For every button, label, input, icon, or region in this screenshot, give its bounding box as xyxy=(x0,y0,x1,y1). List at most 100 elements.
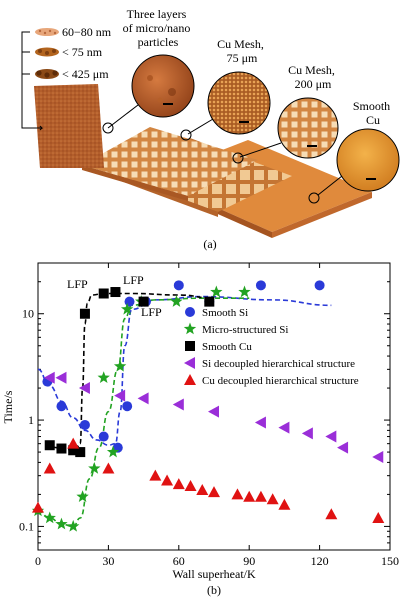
data-point xyxy=(110,287,121,298)
data-point xyxy=(204,296,215,307)
data-point xyxy=(254,416,266,429)
data-point xyxy=(278,421,290,434)
data-point xyxy=(55,517,68,530)
data-point xyxy=(44,440,55,451)
particle-swatch-medium xyxy=(35,47,59,57)
data-points xyxy=(31,280,385,532)
x-tick-label: 120 xyxy=(311,554,329,568)
x-tick-label: 150 xyxy=(381,554,399,568)
smooth-cu-label: Smooth Cu xyxy=(353,99,393,127)
mesh-75um-layer xyxy=(82,127,258,201)
data-point xyxy=(208,486,220,498)
data-point xyxy=(137,392,149,405)
data-point xyxy=(278,498,291,510)
surface-illustration: 60−80 nm < 75 nm < 425 μm Three layers o… xyxy=(21,7,400,251)
x-tick-label: 30 xyxy=(102,554,114,568)
data-point xyxy=(301,427,313,440)
mesh-75-label: Cu Mesh, 75 μm xyxy=(217,37,267,65)
data-point xyxy=(56,401,67,412)
data-point xyxy=(372,450,384,463)
data-point xyxy=(196,483,209,495)
data-point xyxy=(43,371,55,384)
x-axis-label: Wall superheat/K xyxy=(172,567,256,581)
data-point xyxy=(184,479,197,491)
legend: Smooth Si Micro-structured Si Smooth Cu Si … xyxy=(183,307,359,387)
legend-marker xyxy=(184,357,195,369)
zoom-mesh-200 xyxy=(232,97,339,164)
legend-marker xyxy=(185,341,195,351)
data-point xyxy=(98,431,109,442)
data-point xyxy=(43,462,56,474)
data-point xyxy=(56,443,67,454)
x-tick-label: 90 xyxy=(243,554,255,568)
y-tick-label: 0.1 xyxy=(19,519,34,533)
data-point xyxy=(79,308,90,319)
legend-label: Smooth Cu xyxy=(202,341,252,353)
data-point xyxy=(120,302,134,315)
data-point xyxy=(314,280,325,291)
legend-marker xyxy=(184,374,196,385)
particle-size-2: < 75 nm xyxy=(62,45,103,59)
zoom-mesh-75 xyxy=(180,71,271,141)
lfp-annotation-smooth-si: LFP xyxy=(123,273,144,287)
data-point xyxy=(67,437,80,449)
legend-label: Cu decoupled hierarchical structure xyxy=(202,375,359,387)
data-point xyxy=(255,280,266,291)
mesh-200-label: Cu Mesh, 200 μm xyxy=(288,63,338,91)
zoom-particles xyxy=(102,54,195,134)
y-tick-label: 10 xyxy=(22,307,34,321)
particle-size-3: < 425 μm xyxy=(62,67,109,81)
data-point xyxy=(88,462,101,474)
data-point xyxy=(325,508,338,520)
data-point xyxy=(208,405,219,418)
data-point xyxy=(266,493,279,505)
data-point xyxy=(76,490,89,503)
data-point xyxy=(325,430,337,443)
y-axis-label: Time/s xyxy=(1,390,15,423)
legend-bracket xyxy=(21,31,38,129)
caption-a: (a) xyxy=(203,237,216,251)
data-point xyxy=(114,389,126,402)
data-point xyxy=(243,490,256,502)
data-point xyxy=(32,501,44,513)
data-point xyxy=(172,398,184,411)
data-point xyxy=(372,511,385,523)
lfp-annotation-micro-si: LFP xyxy=(141,305,162,319)
x-tick-label: 60 xyxy=(173,554,185,568)
data-point xyxy=(75,447,86,458)
figure-panel-a: 60−80 nm < 75 nm < 425 μm Three layers o… xyxy=(0,0,401,255)
legend-label: Micro-structured Si xyxy=(202,324,288,336)
data-point xyxy=(67,519,80,532)
plot-frame xyxy=(37,262,391,551)
data-point xyxy=(337,441,349,454)
legend-label: Smooth Si xyxy=(202,307,248,319)
particle-swatch-large xyxy=(35,69,59,79)
data-point xyxy=(106,445,120,458)
data-point xyxy=(43,511,56,524)
particle-size-1: 60−80 nm xyxy=(62,25,112,39)
data-point xyxy=(113,359,127,372)
caption-b: (b) xyxy=(207,583,221,597)
data-point xyxy=(170,295,183,307)
particle-swatch-small xyxy=(35,28,59,36)
data-point xyxy=(231,488,244,500)
legend-label: Si decoupled hierarchical structure xyxy=(202,358,355,370)
data-point xyxy=(97,371,110,384)
data-point xyxy=(161,474,174,486)
legend-marker xyxy=(185,307,195,317)
x-tick-label: 0 xyxy=(35,554,41,568)
data-point xyxy=(102,462,115,474)
data-point xyxy=(238,285,251,298)
data-point xyxy=(149,469,162,481)
axis-ticks: 0 30 60 90 120 150 0.1 1 10 xyxy=(19,262,399,568)
figure-panel-b: 0 30 60 90 120 150 0.1 1 10 LFP LFP LFP Smooth S… xyxy=(0,255,401,600)
data-point xyxy=(78,382,90,395)
data-point xyxy=(210,285,223,298)
layers-label: Three layers of micro/nano particles xyxy=(123,7,194,49)
lfp-annotation-smooth-cu: LFP xyxy=(67,277,88,291)
data-point xyxy=(55,371,67,384)
data-point xyxy=(138,296,149,307)
y-tick-label: 1 xyxy=(28,413,34,427)
boiling-time-chart: 0 30 60 90 120 150 0.1 1 10 LFP LFP LFP Smooth S… xyxy=(1,262,399,597)
zoom-smooth-cu xyxy=(308,128,400,204)
